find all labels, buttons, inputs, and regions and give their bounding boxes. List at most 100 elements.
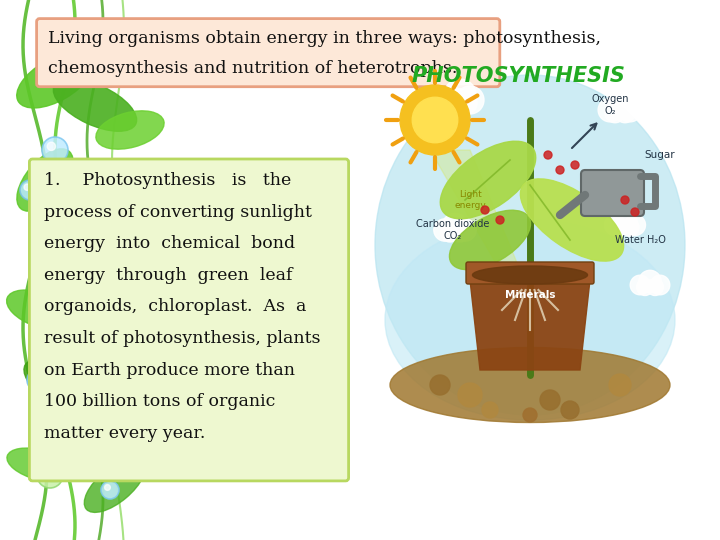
Ellipse shape bbox=[67, 400, 133, 440]
Ellipse shape bbox=[17, 149, 73, 211]
Text: Oxygen
O₂: Oxygen O₂ bbox=[591, 94, 629, 116]
Polygon shape bbox=[430, 150, 520, 270]
Circle shape bbox=[104, 39, 126, 61]
Text: Light
energy: Light energy bbox=[454, 190, 486, 210]
Circle shape bbox=[443, 91, 467, 115]
Circle shape bbox=[20, 180, 40, 200]
Circle shape bbox=[598, 98, 622, 122]
Circle shape bbox=[605, 214, 626, 235]
Ellipse shape bbox=[17, 52, 94, 108]
Text: energy  into  chemical  bond: energy into chemical bond bbox=[45, 235, 295, 252]
Circle shape bbox=[615, 103, 635, 123]
Circle shape bbox=[544, 151, 552, 159]
Circle shape bbox=[42, 137, 68, 163]
Circle shape bbox=[441, 223, 459, 242]
Circle shape bbox=[45, 59, 50, 65]
Text: Sugar: Sugar bbox=[644, 150, 675, 160]
Circle shape bbox=[639, 271, 661, 293]
Ellipse shape bbox=[375, 75, 685, 415]
FancyBboxPatch shape bbox=[466, 262, 594, 284]
Circle shape bbox=[444, 79, 476, 111]
Circle shape bbox=[101, 481, 119, 499]
Circle shape bbox=[433, 219, 456, 241]
Text: 100 billion tons of organic: 100 billion tons of organic bbox=[45, 393, 276, 410]
Circle shape bbox=[624, 214, 646, 235]
Circle shape bbox=[540, 390, 560, 410]
Ellipse shape bbox=[449, 210, 531, 270]
FancyBboxPatch shape bbox=[581, 170, 644, 216]
Circle shape bbox=[611, 218, 629, 237]
Circle shape bbox=[48, 142, 55, 151]
Circle shape bbox=[561, 401, 579, 419]
Circle shape bbox=[453, 91, 477, 115]
Circle shape bbox=[436, 86, 464, 114]
Ellipse shape bbox=[77, 171, 143, 229]
Ellipse shape bbox=[521, 179, 624, 261]
Circle shape bbox=[523, 408, 537, 422]
Ellipse shape bbox=[440, 141, 536, 219]
Circle shape bbox=[481, 206, 489, 214]
Text: energy  through  green  leaf: energy through green leaf bbox=[45, 267, 293, 284]
Text: Water H₂O: Water H₂O bbox=[615, 235, 665, 245]
Circle shape bbox=[556, 166, 564, 174]
Circle shape bbox=[400, 85, 470, 155]
Ellipse shape bbox=[7, 448, 73, 482]
Ellipse shape bbox=[89, 300, 150, 360]
Circle shape bbox=[104, 484, 110, 490]
Ellipse shape bbox=[472, 266, 588, 284]
Ellipse shape bbox=[53, 79, 137, 131]
Circle shape bbox=[68, 30, 78, 40]
Circle shape bbox=[42, 467, 50, 476]
Circle shape bbox=[41, 56, 59, 74]
Circle shape bbox=[109, 43, 115, 50]
Circle shape bbox=[631, 208, 639, 216]
Circle shape bbox=[95, 235, 100, 240]
Text: organoids,  chloroplast.  As  a: organoids, chloroplast. As a bbox=[45, 299, 307, 315]
Text: chemosynthesis and nutrition of heterotrophs.: chemosynthesis and nutrition of heterotr… bbox=[48, 60, 457, 77]
Text: Carbon dioxide
CO₂: Carbon dioxide CO₂ bbox=[416, 219, 490, 241]
Circle shape bbox=[605, 103, 625, 123]
Text: PHOTOSYNTHESIS: PHOTOSYNTHESIS bbox=[411, 65, 626, 86]
Circle shape bbox=[571, 161, 579, 169]
Circle shape bbox=[482, 402, 498, 418]
Circle shape bbox=[496, 216, 504, 224]
Circle shape bbox=[30, 273, 54, 297]
Circle shape bbox=[80, 420, 86, 426]
Circle shape bbox=[636, 279, 654, 295]
Text: on Earth produce more than: on Earth produce more than bbox=[45, 362, 295, 379]
Ellipse shape bbox=[390, 348, 670, 422]
Circle shape bbox=[37, 462, 63, 488]
Circle shape bbox=[430, 375, 450, 395]
Circle shape bbox=[451, 223, 469, 242]
Ellipse shape bbox=[385, 220, 675, 420]
Circle shape bbox=[413, 97, 458, 143]
Circle shape bbox=[27, 369, 49, 391]
Circle shape bbox=[92, 232, 108, 248]
Circle shape bbox=[35, 278, 42, 286]
Circle shape bbox=[606, 92, 634, 119]
Text: matter every year.: matter every year. bbox=[45, 425, 206, 442]
FancyBboxPatch shape bbox=[30, 159, 348, 481]
Circle shape bbox=[77, 417, 93, 433]
Circle shape bbox=[650, 275, 670, 295]
Ellipse shape bbox=[96, 111, 164, 149]
Ellipse shape bbox=[84, 457, 145, 512]
Circle shape bbox=[24, 184, 30, 191]
Circle shape bbox=[630, 275, 649, 295]
Ellipse shape bbox=[34, 230, 107, 280]
Circle shape bbox=[32, 373, 38, 381]
Text: 1.    Photosynthesis   is   the: 1. Photosynthesis is the bbox=[45, 172, 292, 189]
Text: Living organisms obtain energy in three ways: photosynthesis,: Living organisms obtain energy in three … bbox=[48, 30, 600, 46]
Circle shape bbox=[621, 218, 639, 237]
Circle shape bbox=[647, 279, 663, 295]
Circle shape bbox=[618, 98, 642, 122]
Circle shape bbox=[62, 24, 94, 56]
Circle shape bbox=[458, 383, 482, 407]
Ellipse shape bbox=[6, 290, 73, 330]
Circle shape bbox=[621, 196, 629, 204]
Circle shape bbox=[109, 335, 115, 340]
Polygon shape bbox=[470, 280, 590, 370]
Text: process of converting sunlight: process of converting sunlight bbox=[45, 204, 312, 220]
Circle shape bbox=[442, 213, 468, 239]
Text: Minerals: Minerals bbox=[505, 290, 555, 300]
